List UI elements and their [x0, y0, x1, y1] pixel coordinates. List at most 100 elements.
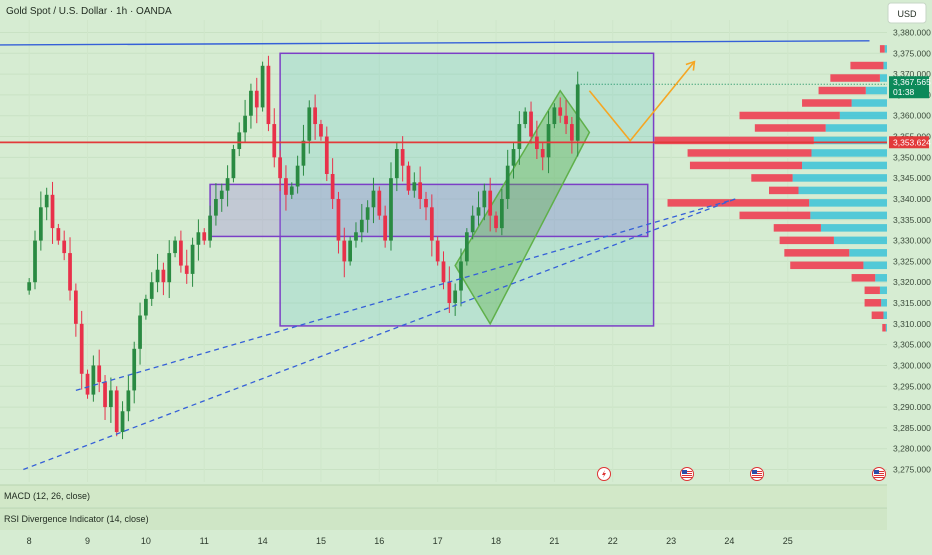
- rsi-label[interactable]: RSI Divergence Indicator (14, close): [4, 514, 149, 524]
- time-tick-label: 21: [549, 536, 559, 546]
- dashed-uptrend-2[interactable]: [23, 198, 736, 471]
- candle-body: [208, 215, 212, 241]
- price-tick-label: 3,290.000: [893, 402, 931, 412]
- price-tick-label: 3,275.000: [893, 465, 931, 475]
- rsi-pane[interactable]: [0, 508, 887, 530]
- event-markers[interactable]: [597, 467, 886, 481]
- flag-stripe: [682, 475, 692, 476]
- candle-body: [173, 240, 177, 254]
- candle-body: [546, 124, 551, 158]
- candle-body: [214, 198, 218, 216]
- candle-body: [144, 298, 148, 316]
- currency-button[interactable]: USD: [887, 2, 927, 24]
- candle-body: [295, 165, 300, 187]
- symbol-title[interactable]: Gold Spot / U.S. Dollar · 1h · OANDA: [6, 6, 172, 17]
- volume-profile-bar-cyan: [839, 111, 887, 120]
- price-tick-label: 3,280.000: [893, 444, 931, 454]
- candle-body: [272, 124, 277, 158]
- candle-body: [114, 390, 119, 433]
- price-tick-label: 3,335.000: [893, 215, 931, 225]
- candle-body: [103, 382, 107, 408]
- time-tick-label: 18: [491, 536, 501, 546]
- candle-body: [494, 215, 498, 229]
- flag-canton: [752, 470, 757, 474]
- time-axis[interactable]: 8 9 10 11 14 15 16 17 18 21 22 23 24 25: [27, 536, 793, 546]
- countdown-label: 01:38: [893, 87, 915, 97]
- macd-pane[interactable]: [0, 485, 887, 507]
- volume-profile-bar-cyan: [879, 286, 887, 295]
- flag-stripe: [682, 477, 692, 478]
- candle-body: [499, 198, 504, 229]
- candle-body: [284, 178, 288, 195]
- volume-profile-bar-red: [739, 111, 840, 120]
- level-price-label: 3,353.624: [893, 137, 931, 147]
- volume-profile-bar-red: [754, 124, 826, 132]
- candle-body: [348, 240, 352, 262]
- volume-profile: [654, 45, 887, 332]
- volume-profile-bar-cyan: [792, 174, 887, 182]
- candle-body: [529, 111, 533, 137]
- candle-body: [155, 269, 160, 283]
- candle-body: [126, 390, 131, 412]
- price-tick-label: 3,340.000: [893, 194, 931, 204]
- time-tick-label: 22: [608, 536, 618, 546]
- drawing-boxes[interactable]: [209, 52, 655, 327]
- consolidation-zone[interactable]: [209, 183, 649, 238]
- price-tick-label: 3,325.000: [893, 256, 931, 266]
- candle-body: [301, 140, 306, 166]
- price-tick-label: 3,320.000: [893, 277, 931, 287]
- candle-body: [179, 240, 183, 266]
- candle-body: [424, 198, 428, 208]
- candle-body: [336, 198, 341, 241]
- time-tick-label: 17: [433, 536, 443, 546]
- candle-body: [377, 190, 382, 216]
- candle-body: [435, 240, 440, 262]
- ascending-channel[interactable]: [454, 89, 591, 326]
- candle-body: [27, 282, 32, 291]
- volume-profile-bar-cyan: [802, 161, 887, 170]
- candle-body: [412, 182, 417, 191]
- volume-profile-bar-red: [667, 199, 810, 207]
- volume-profile-bar-cyan: [833, 236, 887, 245]
- candle-body: [50, 194, 55, 229]
- price-tick-label: 3,345.000: [893, 173, 931, 183]
- volume-profile-bar-red: [802, 99, 852, 107]
- us-flag-event-icon[interactable]: [680, 467, 694, 481]
- volume-profile-bar-cyan: [810, 211, 887, 220]
- candle-body: [138, 315, 142, 349]
- candle-body: [470, 215, 475, 233]
- candle-body: [307, 107, 312, 141]
- range-box[interactable]: [279, 52, 655, 327]
- us-flag-event-icon[interactable]: [750, 467, 764, 481]
- us-flag-event-icon[interactable]: [872, 467, 886, 481]
- candle-body: [237, 132, 242, 150]
- time-tick-label: 24: [724, 536, 734, 546]
- candle-body: [523, 111, 528, 125]
- drawing-lines[interactable]: [0, 40, 887, 471]
- projection-path[interactable]: [588, 61, 696, 142]
- candle-body: [540, 149, 545, 158]
- price-tick-label: 3,360.000: [893, 111, 931, 121]
- candle-body: [313, 107, 317, 125]
- candle-body: [330, 174, 335, 199]
- candle-body: [429, 207, 434, 241]
- candle-body: [371, 190, 376, 208]
- candle-body: [394, 149, 399, 179]
- macd-label[interactable]: MACD (12, 26, close): [4, 491, 90, 501]
- flash-event-icon[interactable]: [597, 467, 611, 481]
- candle-body: [319, 124, 323, 137]
- candle-body: [488, 190, 493, 216]
- flag-stripe: [874, 477, 884, 478]
- candle-body: [62, 240, 67, 254]
- upper-trend-line[interactable]: [0, 40, 870, 46]
- volume-profile-bar-red: [864, 286, 880, 295]
- candle-body: [190, 244, 195, 274]
- candle-body: [482, 190, 487, 208]
- volume-profile-bar-cyan: [811, 149, 887, 157]
- volume-profile-bar-cyan: [875, 274, 887, 282]
- volume-profile-bar-red: [830, 74, 880, 82]
- candle-body: [243, 115, 247, 133]
- dashed-uptrend-1[interactable]: [75, 198, 736, 392]
